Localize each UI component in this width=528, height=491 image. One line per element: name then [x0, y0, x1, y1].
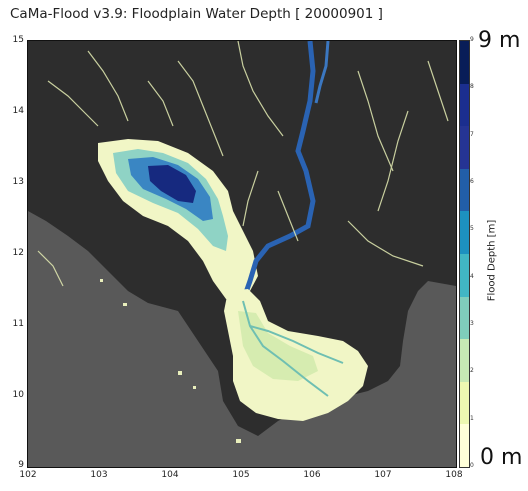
x-tick-label: 103: [90, 470, 108, 480]
flood-depth-map: [27, 40, 457, 468]
colorbar-segment: [460, 424, 469, 467]
upper-mekong: [314, 41, 330, 104]
delta-rivers: [242, 300, 344, 397]
colorbar-tick-label: 9: [470, 36, 474, 43]
colorbar-tick-label: 8: [470, 83, 474, 91]
coastal-islands: [100, 279, 241, 443]
colorbar-segment: [460, 83, 469, 127]
x-tick-label: 105: [232, 470, 250, 480]
colorbar-segment: [460, 296, 469, 340]
x-tick-label: 104: [161, 470, 179, 480]
colorbar-segment: [460, 253, 469, 297]
x-tick-label: 107: [374, 470, 392, 480]
colorbar-tick-label: 4: [470, 272, 474, 280]
colorbar-tick-label: 1: [470, 414, 474, 422]
y-tick-label: 14: [12, 106, 24, 116]
x-tick-label: 102: [19, 470, 37, 480]
map-canvas: [28, 41, 456, 467]
colorbar-max-label: 9 m: [478, 28, 521, 53]
colorbar-label: Flood Depth [m]: [486, 219, 498, 302]
colorbar-tick-label: 2: [470, 367, 474, 375]
y-tick-label: 11: [12, 319, 24, 329]
colorbar-tick-label: 3: [470, 320, 474, 327]
colorbar-tick-label: 7: [470, 130, 474, 138]
colorbar: [459, 40, 470, 468]
tributary-streams: [37, 41, 449, 287]
colorbar-segment: [460, 41, 469, 84]
y-tick-label: 12: [12, 248, 24, 258]
colorbar-tick-label: 5: [470, 225, 474, 233]
colorbar-segment: [460, 211, 469, 254]
y-tick-label: 9: [18, 460, 24, 470]
y-tick-label: 10: [12, 390, 24, 400]
map-title: CaMa-Flood v3.9: Floodplain Water Depth …: [10, 6, 383, 22]
y-tick-label: 15: [12, 35, 24, 45]
mekong-river: [240, 41, 316, 302]
gulf-of-thailand: [28, 211, 456, 467]
colorbar-segment: [460, 126, 469, 169]
colorbar-tick-label: 6: [470, 178, 474, 185]
tonle-sap-deepest: [148, 165, 196, 203]
colorbar-segment: [460, 381, 469, 425]
colorbar-segment: [460, 339, 469, 382]
colorbar-tick-label: 0: [470, 462, 474, 469]
colorbar-segment: [460, 168, 469, 212]
y-tick-label: 13: [12, 177, 24, 187]
x-tick-label: 108: [445, 470, 463, 480]
x-tick-label: 106: [303, 470, 321, 480]
colorbar-min-label: 0 m: [480, 445, 523, 470]
